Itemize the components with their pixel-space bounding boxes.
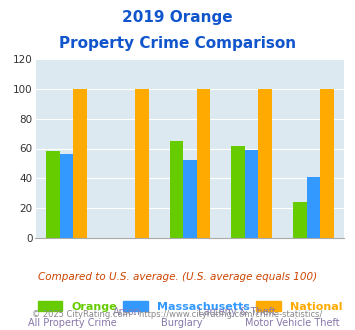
Text: © 2025 CityRating.com - https://www.cityrating.com/crime-statistics/: © 2025 CityRating.com - https://www.city… xyxy=(32,310,323,319)
Bar xyxy=(73,89,87,238)
Bar xyxy=(231,146,245,238)
Text: Motor Vehicle Theft: Motor Vehicle Theft xyxy=(245,318,339,328)
Bar xyxy=(293,202,307,238)
Bar xyxy=(60,154,73,238)
Bar xyxy=(46,151,60,238)
Bar xyxy=(320,89,334,238)
Bar xyxy=(135,89,148,238)
Bar xyxy=(258,89,272,238)
Text: Larceny & Theft: Larceny & Theft xyxy=(198,307,276,317)
Text: 2019 Orange: 2019 Orange xyxy=(122,10,233,25)
Bar xyxy=(197,89,210,238)
Text: Burglary: Burglary xyxy=(161,318,203,328)
Bar xyxy=(183,160,197,238)
Bar xyxy=(170,141,183,238)
Text: Property Crime Comparison: Property Crime Comparison xyxy=(59,36,296,51)
Text: Arson: Arson xyxy=(113,307,141,317)
Text: Compared to U.S. average. (U.S. average equals 100): Compared to U.S. average. (U.S. average … xyxy=(38,272,317,282)
Bar xyxy=(307,177,320,238)
Text: All Property Crime: All Property Crime xyxy=(28,318,116,328)
Legend: Orange, Massachusetts, National: Orange, Massachusetts, National xyxy=(33,297,346,316)
Bar xyxy=(245,150,258,238)
